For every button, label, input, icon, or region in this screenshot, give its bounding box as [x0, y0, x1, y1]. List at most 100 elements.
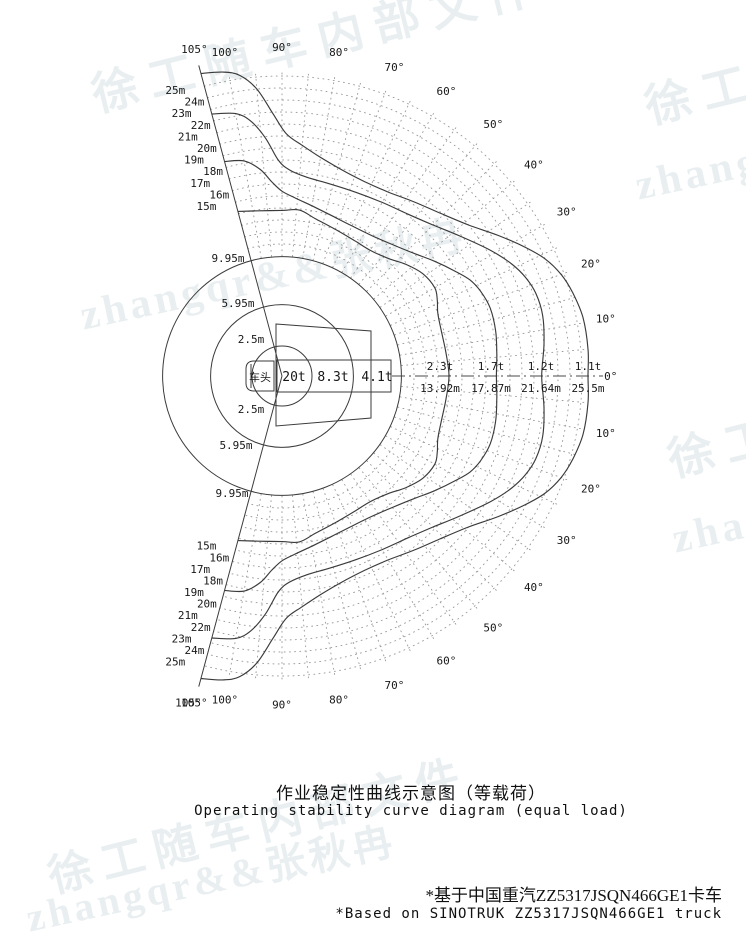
angle-label: 90° [272, 699, 292, 712]
angle-label: 60° [436, 655, 456, 668]
radius-tick-label: 17m [190, 177, 210, 190]
grid-radial-line [390, 246, 560, 326]
grid-arc [241, 219, 439, 533]
grid-radial-line [373, 178, 517, 300]
radius-tick-label: 24m [185, 644, 205, 657]
grid-radial-line [401, 386, 588, 404]
grid-arc [213, 111, 547, 641]
angle-label: 40° [524, 158, 544, 171]
stability-curve-1.7t [224, 159, 498, 593]
circle-radius-label: 9.95m [215, 487, 248, 500]
circle-radius-label: 9.95m [211, 252, 244, 265]
grid-radial-line [358, 467, 480, 611]
stability-curve-1.1t [200, 71, 589, 681]
axis-radius-label: 25.5m [571, 382, 604, 395]
grid-radial-line [228, 493, 262, 678]
radius-tick-label: 25m [165, 656, 185, 669]
grid-radial-line [292, 495, 310, 682]
axis-load-label: 1.7t [478, 360, 505, 373]
range-circle [210, 304, 354, 448]
circle-radius-label: 5.95m [221, 297, 254, 310]
stability-curve-2.3t [237, 208, 450, 544]
grid-radial-line [385, 435, 548, 530]
grid-arc [222, 147, 511, 605]
grid-radial-line [379, 200, 534, 308]
radius-tick-label: 18m [203, 574, 223, 587]
radius-tick-label: 16m [209, 188, 229, 201]
grid-radial-line [399, 396, 584, 430]
grid-radial-line [228, 74, 262, 259]
angle-label: 70° [385, 61, 405, 74]
grid-radial-line [394, 416, 570, 482]
grid-radial-line [312, 79, 362, 261]
angle-label: 0° [604, 370, 617, 383]
angle-label: 60° [436, 85, 456, 98]
angle-label: 105° [181, 43, 208, 56]
truck-body-outline [275, 323, 372, 427]
grid-radial-line [302, 493, 336, 678]
radius-tick-label: 23m [172, 107, 192, 120]
radius-tick-label: 15m [196, 200, 216, 213]
axis-load-label: 2.3t [427, 360, 454, 373]
grid-radial-line [254, 70, 272, 257]
grid-radial-line [292, 70, 310, 257]
radius-tick-label: 25m [165, 84, 185, 97]
grid-arc [234, 195, 463, 557]
radius-tick-label: 16m [209, 551, 229, 564]
angle-label: 20° [581, 257, 601, 270]
angle-label: 10° [596, 427, 616, 440]
grid-radial-line [399, 322, 584, 356]
axis-radius-label: 21.64m [521, 382, 561, 395]
angle-label: 80° [329, 46, 349, 59]
grid-radial-line [322, 488, 388, 664]
grid-radial-line [401, 348, 588, 366]
radius-tick-label: 22m [191, 119, 211, 132]
angle-label: 40° [524, 581, 544, 594]
radius-tick-label: 24m [185, 96, 205, 109]
radius-tick-label: 20m [197, 598, 217, 611]
grid-radial-line [394, 270, 570, 336]
axis-load-label: 1.1t [575, 360, 602, 373]
grid-radial-line [302, 74, 336, 259]
circle-radius-label: 5.95m [219, 439, 252, 452]
angle-label: 30° [557, 205, 577, 218]
angle-label: 50° [483, 118, 503, 131]
circle-radius-label: 2.5m [238, 333, 265, 346]
angle-label: 90° [272, 41, 292, 54]
angle-label: 100° [212, 694, 239, 707]
footnote-zh: *基于中国重汽ZZ5317JSQN466GE1卡车 [425, 886, 722, 905]
footnote-en: *Based on SINOTRUK ZZ5317JSQN466GE1 truc… [335, 906, 722, 922]
load-label: 4.1t [361, 370, 392, 385]
grid-radial-line [312, 491, 362, 673]
range-circle [251, 345, 313, 407]
radius-tick-label: 18m [203, 165, 223, 178]
truck-cab-outline [245, 360, 275, 392]
grid-radial-line [397, 296, 579, 346]
axis-radius-label: 17.87m [471, 382, 511, 395]
angle-label: 10° [596, 313, 616, 326]
radius-tick-label: 23m [172, 632, 192, 645]
grid-radial-line [254, 495, 272, 682]
grid-radial-line [366, 159, 499, 292]
cab-label: 车头 [249, 370, 271, 384]
grid-arc [225, 159, 499, 593]
grid-radial-line [322, 88, 388, 264]
grid-radial-line [341, 110, 436, 273]
radius-tick-label: 21m [178, 609, 198, 622]
angle-label: 100° [212, 46, 239, 59]
radius-tick-label: 15m [196, 540, 216, 553]
load-label: 8.3t [317, 370, 348, 385]
angle-label: 70° [385, 679, 405, 692]
radius-tick-label: 20m [197, 142, 217, 155]
diagram-title-zh: 作业稳定性曲线示意图（等载荷） [276, 784, 546, 803]
circle-radius-label: 2.5m [238, 403, 265, 416]
angle-label: 80° [329, 694, 349, 707]
diagram-title-en: Operating stability curve diagram (equal… [194, 803, 628, 819]
sector-boundary-line [198, 65, 283, 377]
grid-arc [203, 75, 583, 677]
grid-radial-line [385, 222, 548, 317]
grid-arc [231, 183, 475, 569]
angle-label: 105° [181, 697, 208, 710]
